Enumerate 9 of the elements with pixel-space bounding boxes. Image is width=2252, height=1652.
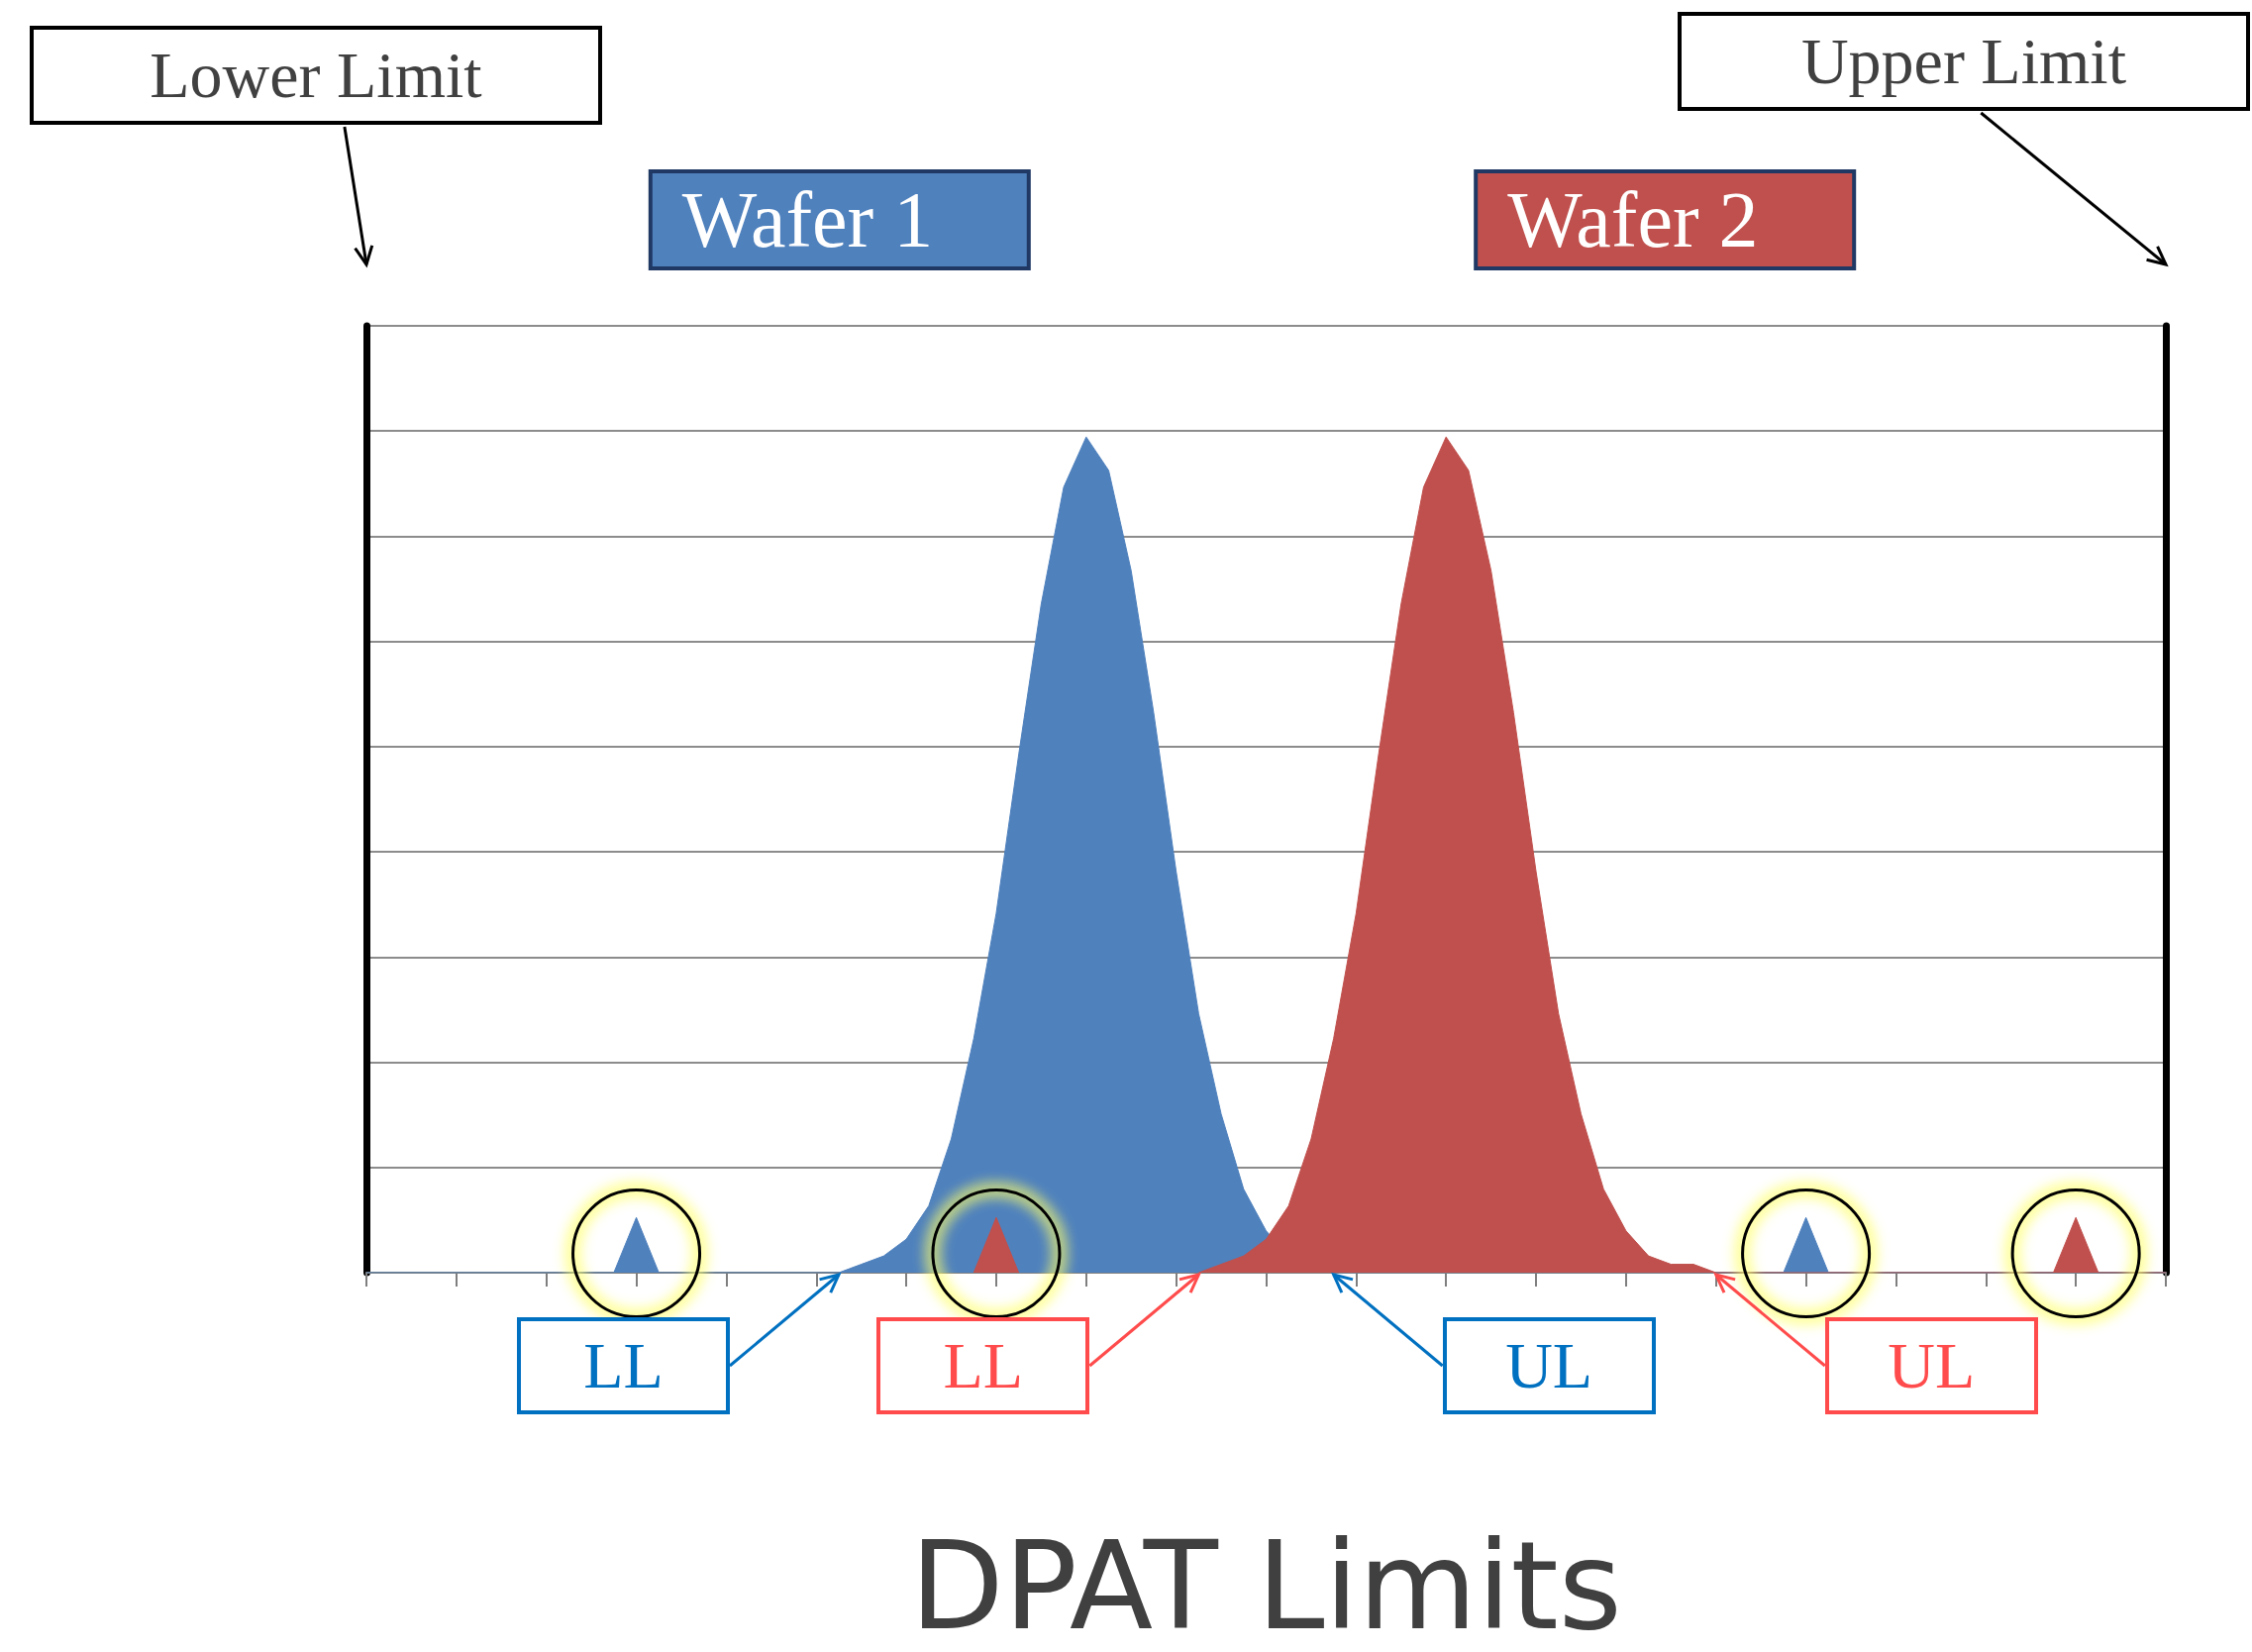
text: Upper Limit [1678,12,2250,111]
x-axis-title: DPAT Limits [910,1515,1622,1652]
text: Lower Limit [30,26,602,125]
text: UL [1442,1317,1656,1414]
text: Wafer 1 [681,176,934,263]
text: LL [876,1317,1090,1414]
text: LL [516,1317,730,1414]
text: Wafer 2 [1507,176,1759,263]
text: UL [1824,1317,2038,1414]
